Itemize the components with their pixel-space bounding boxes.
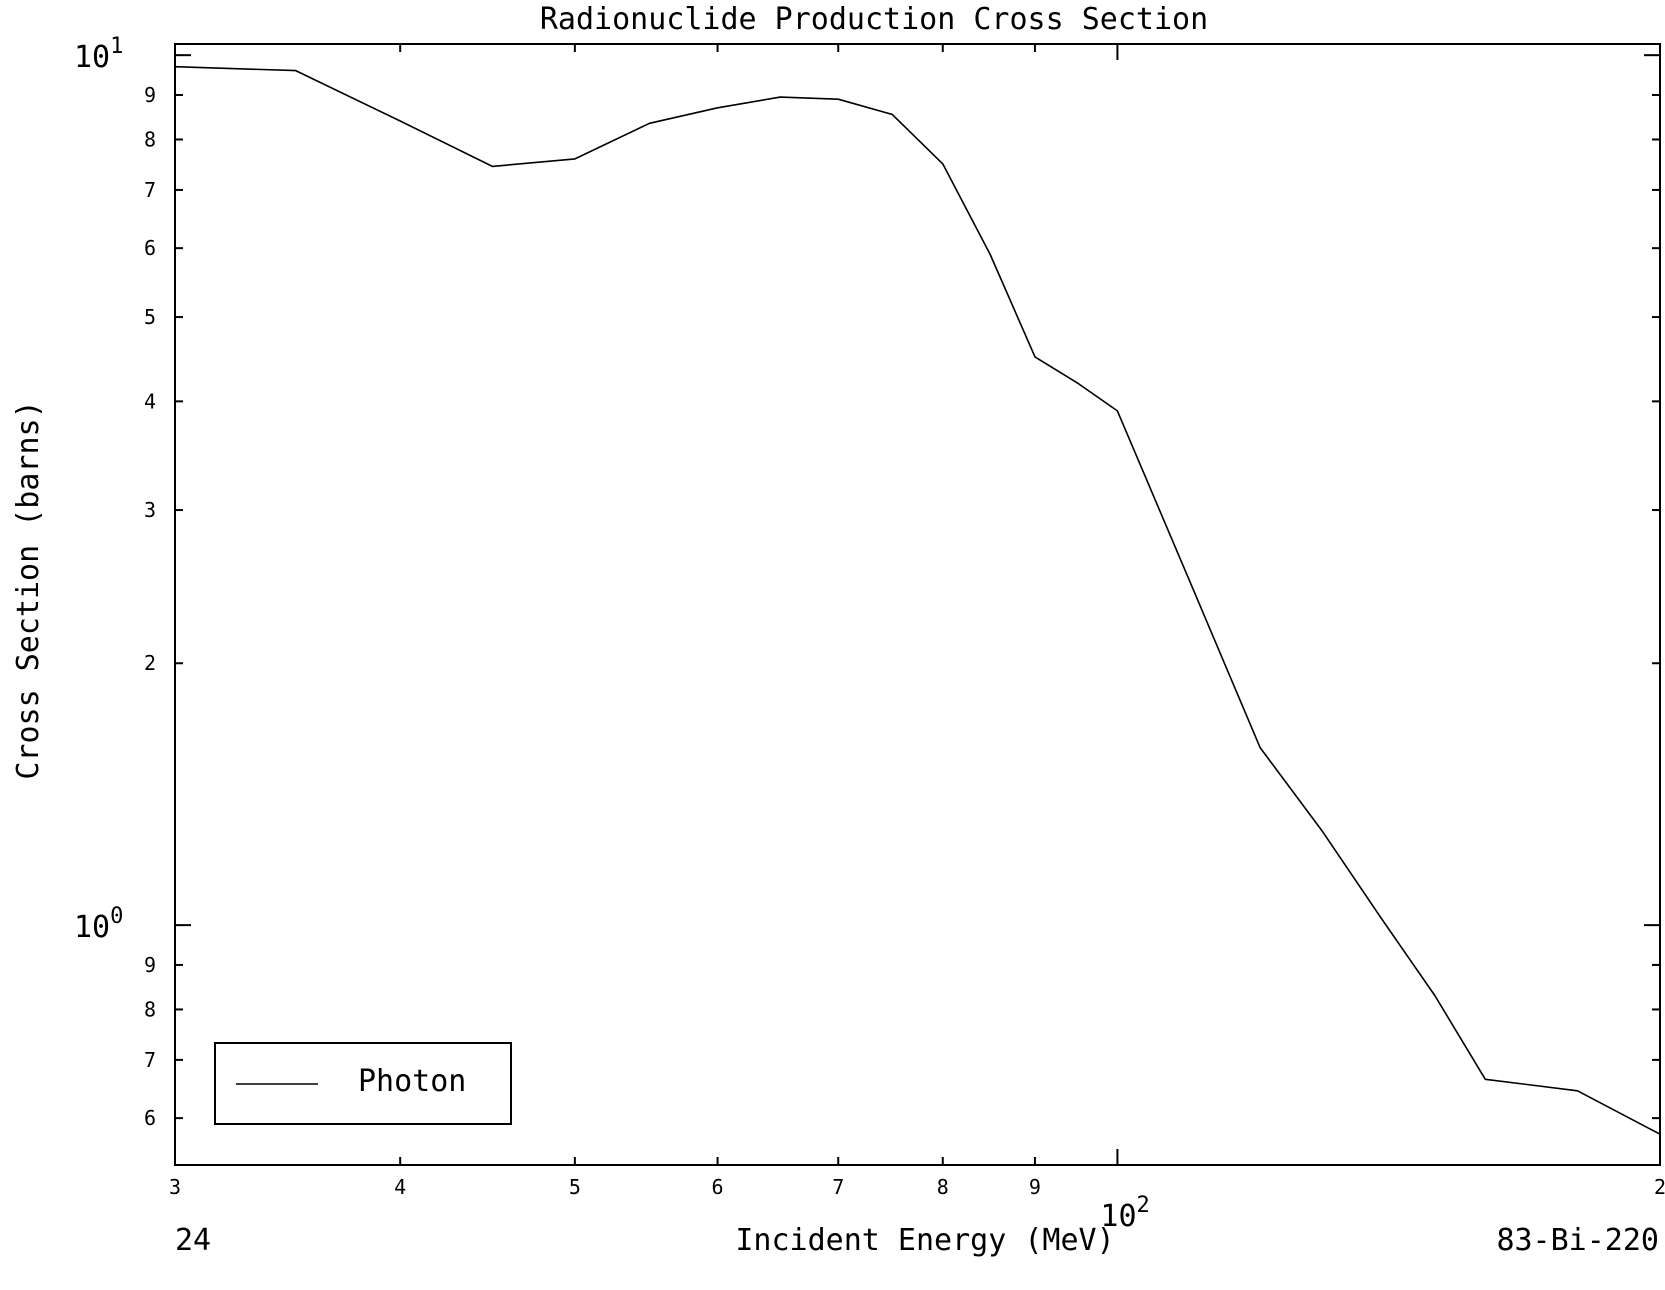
y-tick-label: 9: [144, 953, 156, 977]
x-major-tick-label: 102: [1100, 1193, 1149, 1234]
y-tick-label: 9: [144, 83, 156, 107]
y-major-tick-label: 101: [74, 34, 123, 75]
axis-ticks: 9 8 7 6 5 4 3 2 9 8 7 6 101 100 3 4 5 6 7 8 9 2 102: [74, 34, 1665, 1234]
x-axis-label: Incident Energy (MeV): [735, 1223, 1114, 1258]
y-tick-label: 6: [144, 1106, 156, 1130]
y-tick-label: 4: [144, 389, 156, 413]
chart-title: Radionuclide Production Cross Section: [540, 2, 1208, 37]
series-line-photon: [174, 65, 1661, 1165]
legend-label-photon: Photon: [358, 1064, 466, 1099]
y-tick-label: 6: [144, 236, 156, 260]
x-tick-label: 8: [937, 1175, 949, 1199]
x-tick-label: 6: [712, 1175, 724, 1199]
series-layer: [174, 65, 1661, 1165]
legend-box: [214, 1042, 512, 1125]
y-tick-label: 8: [144, 997, 156, 1021]
x-tick-label: 3: [169, 1175, 181, 1199]
footer-left-label: 24: [175, 1223, 211, 1258]
y-axis-label: Cross Section (barns): [11, 400, 46, 779]
y-tick-label: 7: [144, 178, 156, 202]
x-tick-label: 9: [1029, 1175, 1041, 1199]
y-tick-label: 7: [144, 1048, 156, 1072]
legend: Photon: [214, 1042, 512, 1125]
plot-frame: [174, 43, 1661, 1166]
x-tick-label: 5: [569, 1175, 581, 1199]
x-tick-label: 7: [832, 1175, 844, 1199]
y-tick-label: 8: [144, 127, 156, 151]
y-major-tick-label: 100: [74, 904, 123, 945]
x-tick-label: 4: [394, 1175, 406, 1199]
y-tick-label: 3: [144, 498, 156, 522]
y-tick-label: 2: [144, 651, 156, 675]
footer-right-label: 83-Bi-220: [1496, 1223, 1659, 1258]
x-tick-label: 2: [1654, 1175, 1665, 1199]
y-tick-label: 5: [144, 305, 156, 329]
